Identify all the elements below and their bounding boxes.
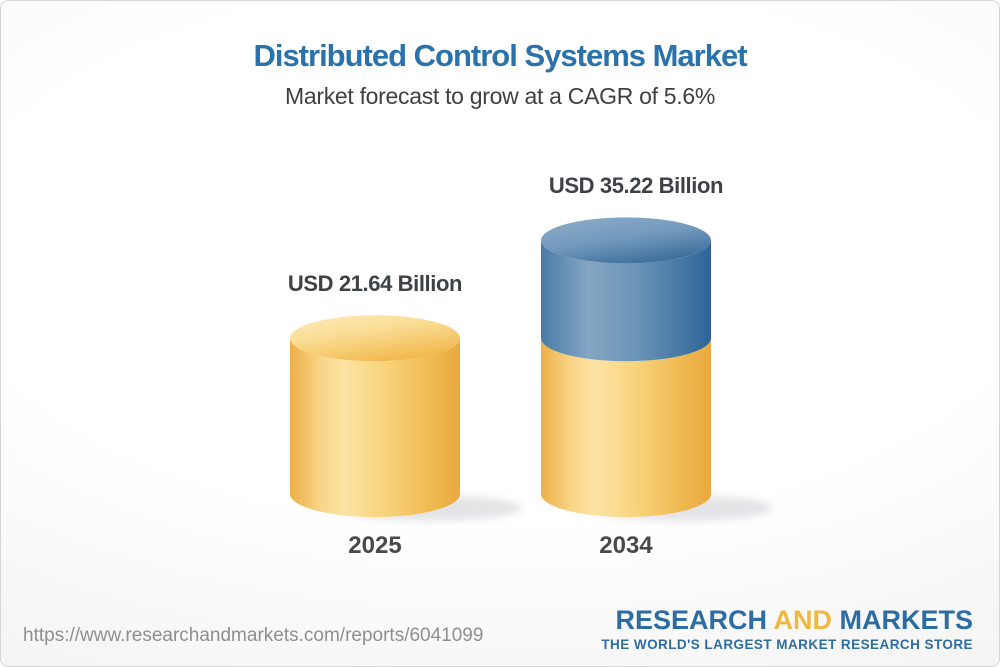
researchandmarkets-logo[interactable]: RESEARCH AND MARKETS THE WORLD'S LARGEST…	[601, 606, 973, 652]
year-label-2025: 2025	[348, 532, 402, 559]
source-url-link[interactable]: https://www.researchandmarkets.com/repor…	[23, 625, 484, 646]
year-label-2034: 2034	[599, 532, 653, 559]
chart-header: Distributed Control Systems Market Marke…	[1, 38, 999, 110]
logo-word-markets: MARKETS	[839, 605, 974, 635]
cylinder-2034	[541, 217, 711, 517]
logo-word-research: RESEARCH	[615, 605, 767, 635]
logo-tagline: THE WORLD'S LARGEST MARKET RESEARCH STOR…	[601, 637, 973, 652]
page-subtitle: Market forecast to grow at a CAGR of 5.6…	[285, 83, 715, 109]
cylinders-layer	[290, 217, 773, 521]
logo-word-and: AND	[773, 605, 832, 635]
logo-wordmark: RESEARCH AND MARKETS	[601, 606, 973, 634]
value-label-2025: USD 21.64 Billion	[287, 271, 463, 297]
cylinder-2025	[290, 315, 460, 517]
value-label-2034: USD 35.22 Billion	[548, 173, 724, 199]
page-title: Distributed Control Systems Market	[253, 38, 747, 73]
